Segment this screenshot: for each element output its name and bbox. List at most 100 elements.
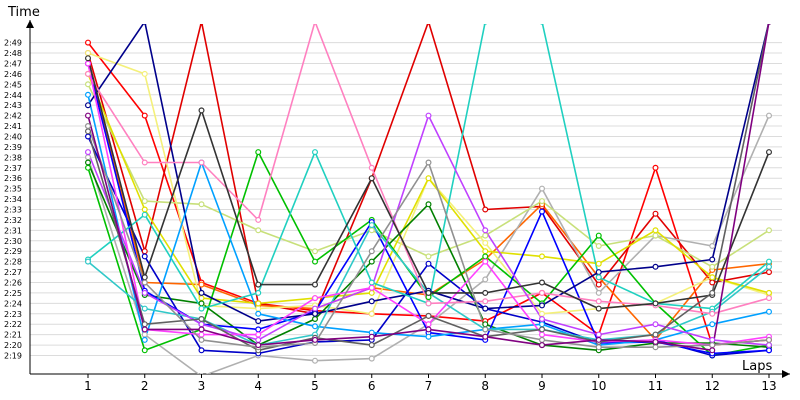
y-tick-label: 2:33 bbox=[4, 205, 22, 214]
data-point bbox=[368, 342, 375, 349]
data-point bbox=[255, 300, 262, 307]
data-point bbox=[312, 310, 319, 317]
data-point bbox=[312, 305, 319, 312]
data-point bbox=[198, 159, 205, 166]
y-axis-arrow bbox=[26, 20, 34, 28]
y-tick-label: 2:39 bbox=[4, 143, 22, 152]
data-point bbox=[652, 300, 659, 307]
data-point bbox=[198, 316, 205, 323]
data-point bbox=[198, 201, 205, 208]
data-point bbox=[84, 159, 91, 166]
data-point bbox=[709, 279, 716, 286]
y-tick-label: 2:31 bbox=[4, 226, 22, 235]
data-point bbox=[199, 24, 204, 25]
data-point bbox=[141, 305, 148, 312]
data-point bbox=[198, 347, 205, 354]
x-tick-label: 4 bbox=[254, 379, 262, 393]
x-tick-label: 9 bbox=[538, 379, 546, 393]
data-point bbox=[141, 274, 148, 281]
data-point bbox=[84, 122, 91, 129]
x-tick-label: 8 bbox=[481, 379, 489, 393]
data-point bbox=[84, 55, 91, 62]
data-point bbox=[595, 232, 602, 239]
data-point bbox=[709, 321, 716, 328]
data-point bbox=[538, 289, 545, 296]
data-point bbox=[84, 39, 91, 46]
data-point bbox=[652, 321, 659, 328]
y-tick-label: 2:25 bbox=[4, 289, 22, 298]
data-point bbox=[538, 326, 545, 333]
data-point bbox=[425, 333, 432, 340]
data-point bbox=[538, 336, 545, 343]
data-point bbox=[368, 279, 375, 286]
data-point bbox=[368, 355, 375, 362]
data-point bbox=[652, 210, 659, 217]
data-point bbox=[482, 298, 489, 305]
data-point bbox=[765, 347, 772, 354]
data-point bbox=[255, 318, 262, 325]
data-point bbox=[482, 326, 489, 333]
data-point bbox=[538, 316, 545, 323]
data-point bbox=[652, 263, 659, 270]
data-point bbox=[368, 289, 375, 296]
data-point bbox=[141, 253, 148, 260]
x-tick-label: 2 bbox=[141, 379, 149, 393]
y-tick-label: 2:46 bbox=[4, 70, 22, 79]
data-point bbox=[141, 211, 148, 218]
x-tick-label: 1 bbox=[84, 379, 92, 393]
data-point bbox=[482, 333, 489, 340]
y-tick-label: 2:47 bbox=[4, 59, 22, 68]
data-point bbox=[312, 336, 319, 343]
data-point bbox=[312, 316, 319, 323]
series-line-11 bbox=[87, 63, 770, 355]
data-point bbox=[482, 258, 489, 265]
y-tick-label: 2:29 bbox=[4, 247, 22, 256]
y-tick-label: 2:21 bbox=[4, 331, 22, 340]
data-point bbox=[198, 107, 205, 114]
data-point bbox=[482, 232, 489, 239]
data-point bbox=[482, 239, 489, 246]
data-point bbox=[255, 336, 262, 343]
data-point bbox=[142, 24, 147, 25]
data-point bbox=[765, 149, 772, 156]
data-point bbox=[425, 260, 432, 267]
data-point bbox=[538, 302, 545, 309]
data-point bbox=[538, 208, 545, 215]
data-point bbox=[595, 281, 602, 288]
axes bbox=[26, 20, 790, 378]
data-point bbox=[538, 310, 545, 317]
y-tick-label: 2:20 bbox=[4, 341, 22, 350]
data-point bbox=[84, 60, 91, 67]
data-point bbox=[255, 216, 262, 223]
data-point bbox=[482, 248, 489, 255]
data-point bbox=[765, 289, 772, 296]
data-point bbox=[255, 342, 262, 349]
data-point bbox=[141, 70, 148, 77]
data-point bbox=[198, 300, 205, 307]
data-point bbox=[368, 164, 375, 171]
data-point bbox=[482, 227, 489, 234]
x-axis-title: Laps bbox=[742, 359, 772, 374]
data-point bbox=[426, 24, 431, 25]
data-point bbox=[84, 70, 91, 77]
data-point bbox=[425, 175, 432, 182]
data-point bbox=[84, 49, 91, 56]
data-point bbox=[141, 248, 148, 255]
data-point bbox=[313, 24, 317, 25]
data-point bbox=[368, 333, 375, 340]
data-point bbox=[84, 112, 91, 119]
data-point bbox=[368, 175, 375, 182]
data-point bbox=[255, 289, 262, 296]
data-point bbox=[482, 321, 489, 328]
y-tick-label: 2:45 bbox=[4, 80, 22, 89]
series-line-6 bbox=[87, 52, 770, 315]
y-tick-label: 2:48 bbox=[4, 49, 22, 58]
data-point bbox=[141, 112, 148, 119]
x-tick-label: 3 bbox=[198, 379, 206, 393]
data-point bbox=[652, 331, 659, 338]
data-point bbox=[198, 331, 205, 338]
data-point bbox=[255, 281, 262, 288]
data-point bbox=[765, 112, 772, 119]
data-point bbox=[312, 258, 319, 265]
y-tick-label: 2:38 bbox=[4, 153, 22, 162]
